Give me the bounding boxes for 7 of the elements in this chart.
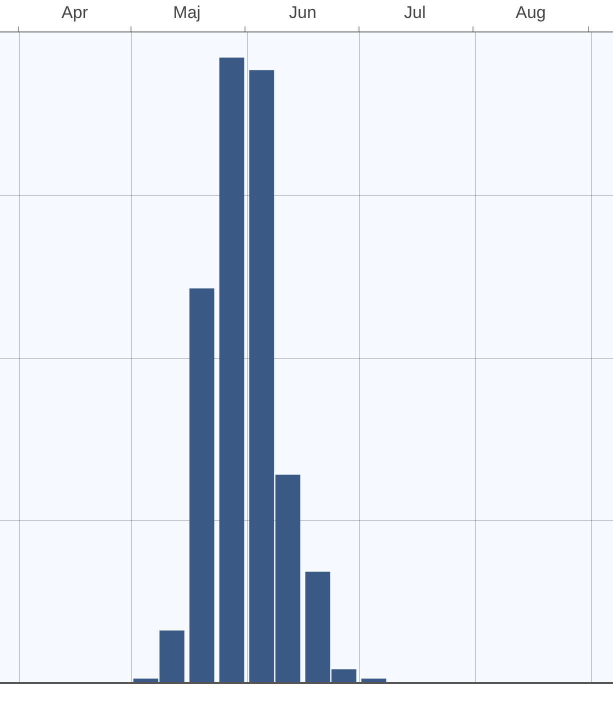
x-tick-label: Jul — [404, 2, 426, 22]
x-tick-label: Jun — [289, 2, 316, 22]
x-tick-label: Aug — [516, 2, 546, 22]
x-tick-label: Apr — [62, 2, 88, 22]
x-tick-label: Maj — [173, 2, 201, 22]
bar — [219, 58, 244, 683]
bar — [189, 288, 214, 683]
